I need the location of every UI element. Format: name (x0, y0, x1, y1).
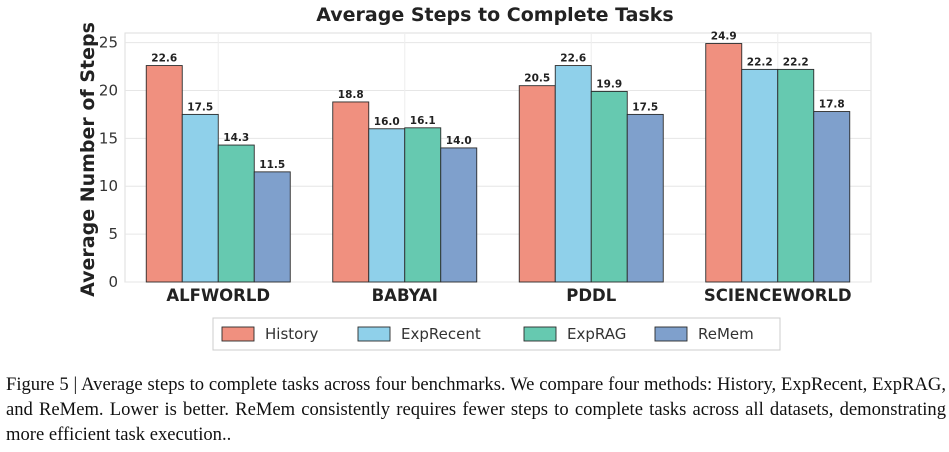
x-tick-label: BABYAI (372, 286, 438, 305)
data-label: 17.5 (632, 101, 658, 113)
bar-exprag (777, 68, 815, 283)
data-label: 18.8 (338, 89, 364, 101)
data-label: 16.0 (374, 116, 400, 128)
bar-remem (813, 111, 851, 283)
data-label: 14.0 (446, 135, 472, 147)
x-tick-label: SCIENCEWORLD (704, 286, 852, 305)
legend-swatch-history (221, 326, 255, 342)
data-label: 20.5 (524, 73, 550, 85)
bar-history (332, 101, 370, 283)
x-tick-label: ALFWORLD (166, 286, 270, 305)
y-tick-label: 0 (108, 273, 118, 291)
legend-label: History (265, 325, 318, 343)
bar-exprecent (181, 113, 219, 283)
bar-exprag (590, 90, 628, 283)
bar-history (705, 43, 743, 283)
bar-history (518, 85, 556, 283)
bar-remem (626, 113, 664, 283)
legend-label: ExpRAG (567, 325, 626, 343)
legend-label: ReMem (698, 325, 754, 343)
bar-history (145, 65, 183, 283)
bar-exprag (217, 144, 255, 283)
legend-label: ExpRecent (401, 325, 481, 343)
bar-exprecent (741, 68, 779, 283)
data-label: 17.8 (819, 99, 845, 111)
chart-title: Average Steps to Complete Tasks (316, 4, 673, 26)
data-label: 19.9 (596, 78, 622, 90)
data-label: 16.1 (410, 115, 436, 127)
data-label: 24.9 (711, 31, 737, 43)
legend-swatch-exprecent (357, 326, 391, 342)
bar-exprag (404, 127, 442, 283)
data-label: 14.3 (223, 132, 249, 144)
legend-swatch-exprag (523, 326, 557, 342)
y-tick-label: 15 (99, 129, 118, 147)
y-axis-label: Average Number of Steps (77, 22, 99, 297)
data-label: 11.5 (259, 159, 285, 171)
data-label: 22.6 (560, 53, 586, 65)
y-tick-label: 25 (99, 34, 118, 52)
legend-swatch-remem (654, 326, 688, 342)
bar-exprecent (368, 128, 406, 283)
chart: 0 5 10 15 20 25 ALFWORLD BABYAI PDDL SCIENCEWORLD… (77, 4, 872, 351)
data-label: 22.6 (151, 53, 177, 65)
x-tick-label: PDDL (566, 286, 616, 305)
bar-exprecent (554, 65, 592, 283)
data-label: 22.2 (747, 56, 773, 68)
y-tick-label: 20 (99, 81, 118, 99)
y-tick-label: 10 (99, 177, 118, 195)
data-label: 17.5 (187, 101, 213, 113)
bar-remem (253, 171, 291, 283)
y-tick-label: 5 (108, 225, 118, 243)
figure-caption: Figure 5 | Average steps to complete tas… (6, 374, 946, 445)
data-label: 22.2 (783, 56, 809, 68)
bar-remem (440, 147, 478, 283)
